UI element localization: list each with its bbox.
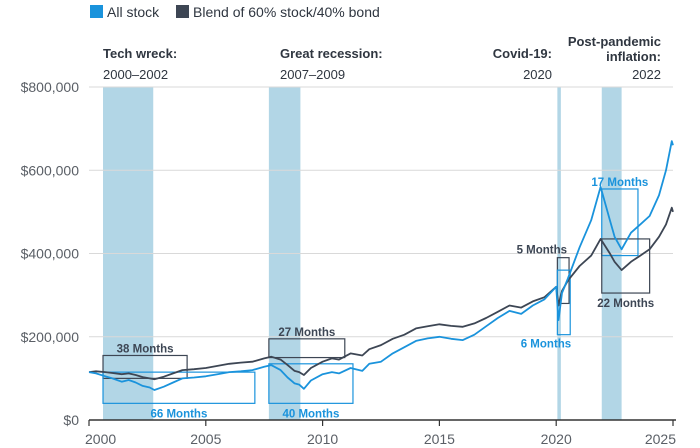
y-tick-label-1: $200,000 [21, 329, 80, 345]
period-title-tech-wreck: Tech wreck: [103, 46, 177, 61]
y-tick-label-2: $400,000 [21, 246, 80, 262]
x-tick-label-0: 2000 [85, 431, 116, 447]
recovery-label-4: 5 Months [517, 245, 567, 257]
recovery-box-7 [601, 238, 651, 294]
legend: All stock Blend of 60% stock/40% bond [90, 4, 380, 20]
recovery-box-6 [601, 188, 639, 257]
y-tick-label-4: $800,000 [21, 79, 80, 95]
series-line-blend [88, 206, 674, 381]
legend-swatch-blend [176, 5, 189, 18]
period-titles: Tech wreck: 2000–2002 Great recession: 2007… [103, 34, 661, 82]
recovery-label-2: 27 Months [278, 327, 335, 339]
gridlines [89, 86, 673, 338]
period-title-covid: Covid-19: [493, 46, 552, 61]
legend-label-blend: Blend of 60% stock/40% bond [193, 4, 380, 20]
period-title-post-pandemic: Post-pandemic inflation: [568, 34, 661, 64]
recovery-label-3: 40 Months [282, 408, 339, 420]
x-tick-label-4: 2020 [541, 431, 572, 447]
period-years-tech-wreck: 2000–2002 [103, 67, 168, 82]
x-tick-label-5: 2025 [645, 431, 676, 447]
y-tick-label-0: $0 [63, 412, 79, 428]
legend-label-all-stock: All stock [107, 4, 160, 20]
y-axis: $0 $200,000 $400,000 $600,000 $800,000 [21, 79, 80, 428]
recovery-label-0: 38 Months [117, 343, 174, 355]
recovery-box-3 [268, 363, 354, 404]
y-tick-label-3: $600,000 [21, 162, 80, 178]
period-years-great-recession: 2007–2009 [280, 67, 345, 82]
x-tick-label-3: 2015 [424, 431, 455, 447]
recovery-label-7: 22 Months [597, 298, 654, 310]
legend-swatch-all-stock [90, 5, 103, 18]
period-years-covid: 2020 [523, 67, 552, 82]
recovery-label-1: 66 Months [150, 408, 207, 420]
x-tick-label-1: 2005 [190, 431, 221, 447]
recovery-boxes: 38 Months 66 Months 27 Months 40 Months 5 Mo… [102, 177, 654, 420]
period-title-great-recession: Great recession: [280, 46, 383, 61]
recovery-label-5: 6 Months [521, 339, 571, 351]
x-axis: 2000 2005 2010 2015 2020 2025 [85, 419, 676, 447]
series-line-all-stock [88, 140, 674, 391]
recovery-label-6: 17 Months [591, 177, 648, 189]
period-years-post-pandemic: 2022 [632, 67, 661, 82]
recovery-box-2 [268, 338, 346, 359]
x-tick-label-2: 2010 [307, 431, 338, 447]
series-lines [88, 140, 674, 391]
